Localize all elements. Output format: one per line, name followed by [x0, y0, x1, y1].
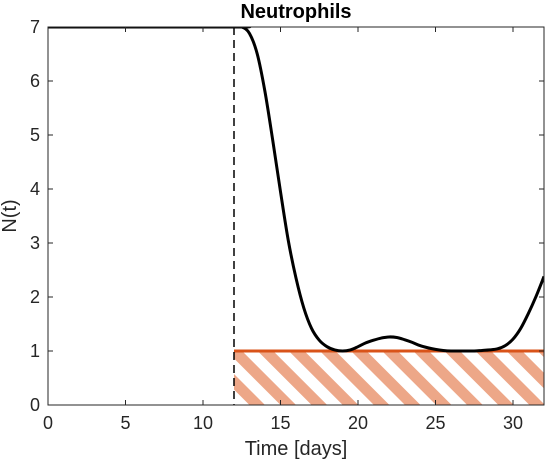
y-tick-label: 7 [30, 17, 40, 37]
y-axis-ticks: 0 1 2 3 4 5 6 7 [30, 17, 544, 415]
x-axis-label: Time [days] [245, 438, 348, 460]
y-tick-label: 3 [30, 233, 40, 253]
plot-area: 0 5 10 15 20 25 30 0 1 2 3 4 5 6 7 [30, 17, 545, 433]
plot-background [48, 27, 544, 405]
x-tick-label: 15 [270, 413, 290, 433]
x-tick-label: 20 [348, 413, 368, 433]
y-tick-label: 5 [30, 125, 40, 145]
y-tick-label: 1 [30, 341, 40, 361]
x-axis-ticks: 0 5 10 15 20 25 30 [43, 27, 523, 433]
x-tick-label: 5 [120, 413, 130, 433]
x-tick-label: 25 [425, 413, 445, 433]
y-axis-label: N(t) [0, 199, 21, 232]
x-tick-label: 0 [43, 413, 53, 433]
y-tick-label: 6 [30, 71, 40, 91]
chart-title: Neutrophils [240, 1, 351, 23]
neutrophil-curve [48, 27, 544, 353]
x-tick-label: 30 [503, 413, 523, 433]
y-tick-label: 0 [30, 395, 40, 415]
y-tick-label: 4 [30, 179, 40, 199]
x-tick-label: 10 [193, 413, 213, 433]
y-tick-label: 2 [30, 287, 40, 307]
plot-frame [47, 26, 545, 406]
shaded-region [234, 351, 544, 405]
